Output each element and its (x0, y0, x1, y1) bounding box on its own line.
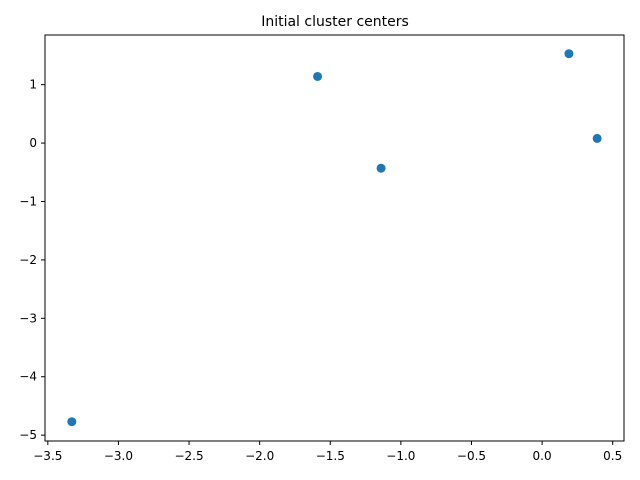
y-tick-label: −5 (19, 428, 37, 442)
x-axis-ticks: −3.5 −3.0 −2.5 −2.0 −1.5 −1.0 −0.5 0.0 0.5 (33, 441, 622, 463)
y-tick-label: −1 (19, 194, 37, 208)
y-axis-ticks: 1 0 −1 −2 −3 −4 −5 (19, 78, 45, 442)
data-point (592, 133, 602, 143)
data-point (67, 417, 77, 427)
axes-frame (44, 34, 625, 442)
y-tick-label: −4 (19, 370, 37, 384)
chart-title: Initial cluster centers (261, 14, 409, 30)
x-tick-label: 0.0 (533, 449, 552, 463)
y-tick-label: 0 (29, 136, 37, 150)
data-point (564, 49, 574, 59)
x-tick-label: −1.5 (316, 449, 345, 463)
y-tick-label: −2 (19, 253, 37, 267)
data-point (313, 71, 323, 81)
y-tick-label: −3 (19, 311, 37, 325)
x-tick-label: −0.5 (457, 449, 486, 463)
plot-area (45, 35, 624, 441)
x-tick-label: 0.5 (603, 449, 622, 463)
data-point (376, 163, 386, 173)
x-tick-label: −3.0 (104, 449, 133, 463)
y-tick-label: 1 (29, 78, 37, 92)
data-points (67, 49, 602, 427)
x-tick-label: −3.5 (33, 449, 62, 463)
x-tick-label: −2.0 (245, 449, 274, 463)
x-tick-label: −2.5 (174, 449, 203, 463)
x-tick-label: −1.0 (386, 449, 415, 463)
